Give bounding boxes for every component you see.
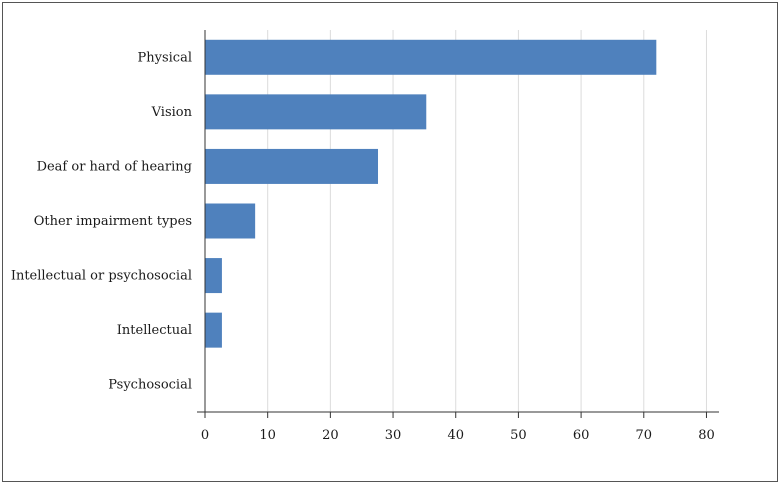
x-tick-label-0: 0: [201, 428, 209, 443]
bar-intellectual: [205, 312, 222, 348]
x-tick-label-80: 80: [698, 428, 715, 443]
bar-other-impairment-types: [205, 203, 256, 239]
category-label: Psychosocial: [108, 378, 192, 393]
x-tick-label-50: 50: [510, 428, 527, 443]
category-labels: Physical Vision Deaf or hard of hearing Oth…: [11, 50, 193, 392]
x-tick-label-10: 10: [259, 428, 276, 443]
category-label: Intellectual: [117, 323, 192, 338]
category-label: Other impairment types: [34, 214, 192, 229]
x-tick-label-40: 40: [447, 428, 464, 443]
x-tick-label-30: 30: [385, 428, 402, 443]
bar-deaf-or-hard-of-hearing: [205, 148, 379, 184]
bars: [205, 39, 657, 348]
bar-intellectual-or-psychosocial: [205, 258, 222, 294]
category-label: Intellectual or psychosocial: [11, 269, 192, 284]
grid-lines: [267, 30, 707, 412]
x-tick-label-60: 60: [573, 428, 590, 443]
axes: [197, 30, 719, 418]
category-label: Deaf or hard of hearing: [37, 159, 192, 174]
x-tick-labels: 0 10 20 30 40 50 60 70 80: [201, 428, 715, 443]
x-tick-label-20: 20: [322, 428, 339, 443]
x-tick-label-70: 70: [636, 428, 653, 443]
bar-vision: [205, 94, 427, 130]
category-label: Physical: [138, 50, 192, 65]
category-label: Vision: [151, 105, 193, 120]
bar-physical: [205, 39, 657, 75]
